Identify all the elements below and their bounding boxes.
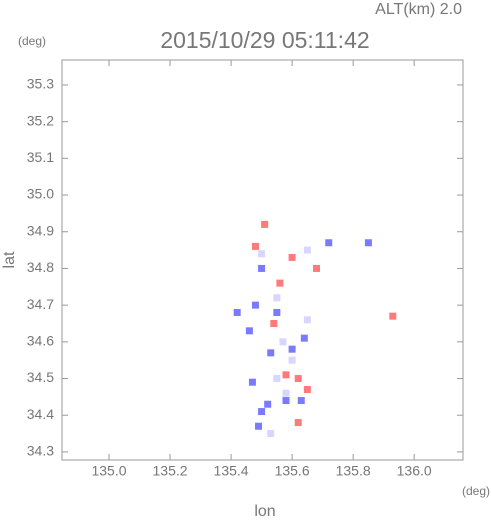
echo-cell — [288, 356, 296, 364]
plot-frame — [61, 59, 464, 461]
echo-cell — [279, 338, 287, 346]
echo-cell — [267, 430, 275, 438]
x-tick-label: 135.6 — [275, 463, 310, 479]
echo-cell — [267, 349, 275, 357]
x-tick-label: 135.0 — [91, 463, 126, 479]
y-tick-label: 34.7 — [27, 296, 54, 312]
echo-cell — [389, 312, 397, 320]
echo-cell — [258, 408, 266, 416]
echo-cell — [270, 319, 278, 327]
echo-cell — [264, 400, 272, 408]
echo-cell — [258, 264, 266, 272]
echo-cell — [303, 316, 311, 324]
echo-cell — [313, 264, 321, 272]
chart-title: 2015/10/29 05:11:42 — [160, 27, 369, 53]
y-unit: (deg) — [18, 34, 46, 48]
echo-cell — [258, 250, 266, 258]
x-tick-label: 135.4 — [214, 463, 249, 479]
echo-cell — [297, 397, 305, 405]
echo-cell — [251, 242, 259, 250]
y-tick-label: 35.1 — [27, 149, 54, 165]
echo-cell — [325, 239, 333, 247]
altitude: ALT(km) 2.0 — [375, 1, 462, 18]
y-tick-label: 34.4 — [27, 406, 54, 422]
echo-cell — [288, 253, 296, 261]
y-tick-label: 35.0 — [27, 186, 54, 202]
echo-cell — [364, 239, 372, 247]
echo-cell — [261, 220, 269, 228]
echo-cell — [273, 375, 281, 383]
x-tick-label: 136.0 — [397, 463, 432, 479]
x-axis-label: lon — [254, 503, 275, 520]
echo-cell — [288, 345, 296, 353]
y-tick-label: 34.3 — [27, 443, 54, 459]
y-tick-label: 34.6 — [27, 333, 54, 349]
echo-cell — [303, 246, 311, 254]
x-tick-label: 135.8 — [336, 463, 371, 479]
echo-cell — [248, 378, 256, 386]
y-tick-label: 35.3 — [27, 76, 54, 92]
echo-cell — [233, 308, 241, 316]
y-tick-label: 34.5 — [27, 369, 54, 385]
echo-cell — [255, 422, 263, 430]
y-tick-label: 35.2 — [27, 112, 54, 128]
echo-cell — [251, 301, 259, 309]
echo-cell — [294, 419, 302, 427]
x-unit: (deg) — [462, 484, 490, 498]
echo-cell — [273, 308, 281, 316]
echo-cell — [282, 397, 290, 405]
echo-cell — [282, 389, 290, 397]
y-tick-label: 34.9 — [27, 222, 54, 238]
echo-cell — [303, 386, 311, 394]
echo-cell — [273, 294, 281, 302]
echo-cell — [294, 375, 302, 383]
echo-cell — [245, 327, 253, 335]
echo-cell — [276, 279, 284, 287]
x-tick-label: 135.2 — [153, 463, 188, 479]
echo-cell — [300, 334, 308, 342]
echo-cell — [282, 371, 290, 379]
y-axis-label: lat — [1, 251, 18, 268]
y-tick-label: 34.8 — [27, 259, 54, 275]
